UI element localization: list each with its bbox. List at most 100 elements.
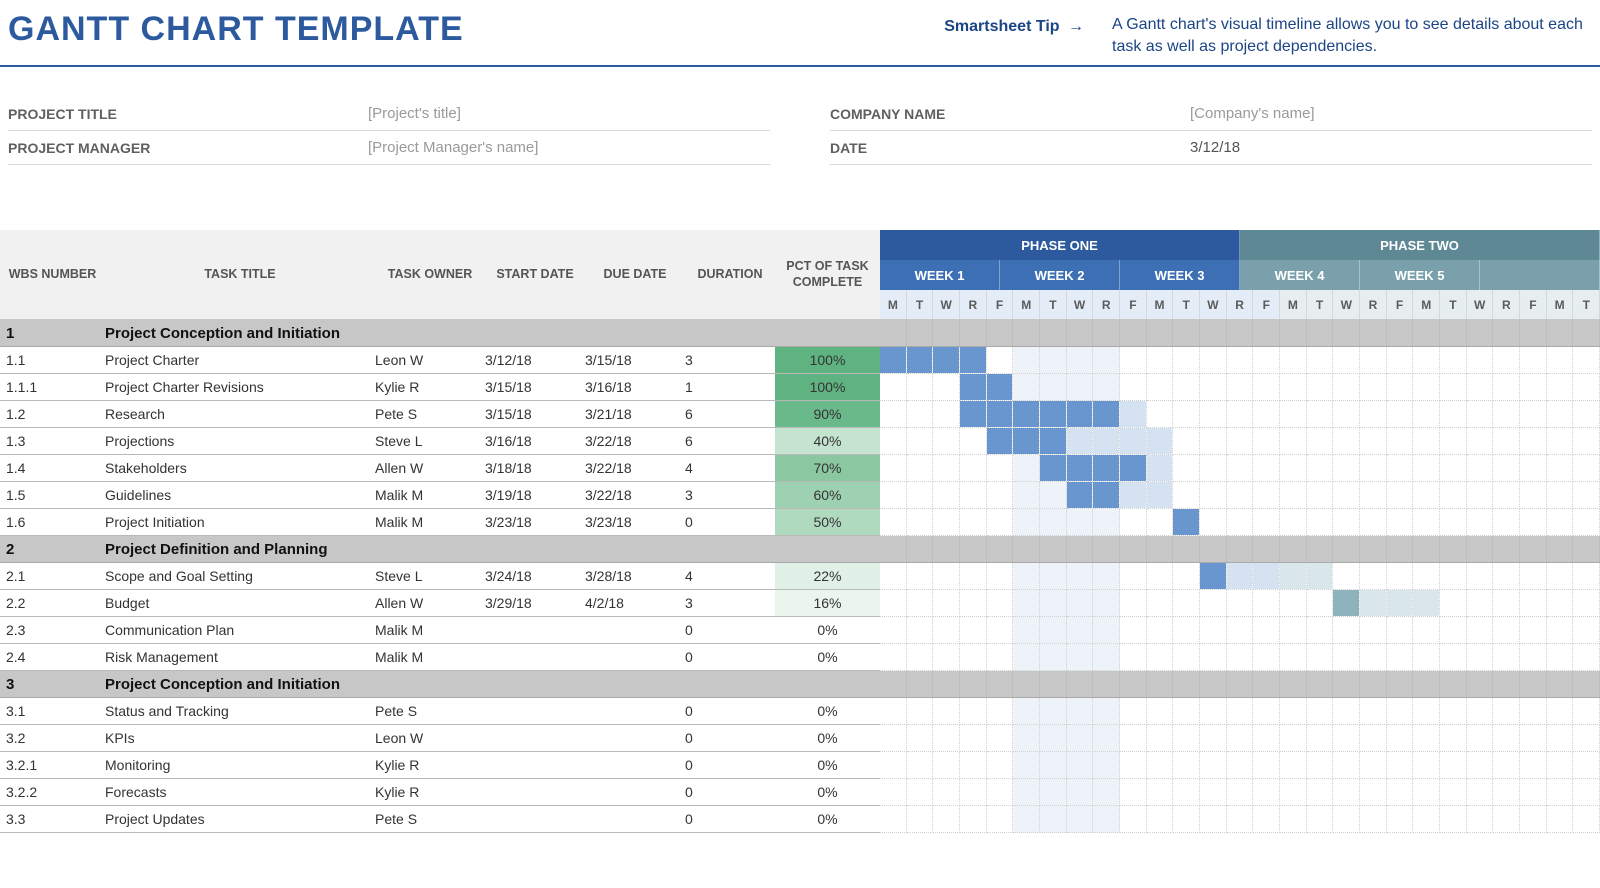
task-row[interactable]: 3.2KPIsLeon W00% bbox=[0, 725, 880, 752]
timeline-cell bbox=[907, 401, 934, 428]
timeline-cell bbox=[1467, 455, 1494, 482]
timeline-cell bbox=[1573, 671, 1600, 698]
timeline-cell bbox=[1200, 617, 1227, 644]
timeline-cell bbox=[1493, 806, 1520, 833]
timeline-cell bbox=[1333, 644, 1360, 671]
timeline-cell bbox=[960, 536, 987, 563]
task-row[interactable]: 3.1Status and TrackingPete S00% bbox=[0, 698, 880, 725]
wbs: 3.2 bbox=[0, 725, 105, 752]
timeline-cell bbox=[1360, 698, 1387, 725]
timeline-cell bbox=[1173, 725, 1200, 752]
meta-value[interactable]: [Project Manager's name] bbox=[368, 139, 538, 156]
timeline-cell bbox=[880, 644, 907, 671]
timeline-cell bbox=[1387, 671, 1414, 698]
duration: 0 bbox=[685, 779, 775, 806]
timeline-cell bbox=[880, 725, 907, 752]
task-title: Status and Tracking bbox=[105, 698, 375, 725]
task-row[interactable]: 1.3ProjectionsSteve L3/16/183/22/18640% bbox=[0, 428, 880, 455]
timeline-cell bbox=[1147, 482, 1174, 509]
task-row[interactable]: 1.6Project InitiationMalik M3/23/183/23/… bbox=[0, 509, 880, 536]
timeline-cell bbox=[1413, 590, 1440, 617]
timeline-cell bbox=[1253, 374, 1280, 401]
section-row[interactable]: 1Project Conception and Initiation bbox=[0, 320, 880, 347]
gantt-bar-segment bbox=[1333, 590, 1359, 616]
timeline-cell bbox=[1440, 509, 1467, 536]
task-row[interactable]: 1.2ResearchPete S3/15/183/21/18690% bbox=[0, 401, 880, 428]
timeline-cell bbox=[1387, 644, 1414, 671]
task-owner: Kylie R bbox=[375, 752, 485, 779]
gantt-bar-segment bbox=[1120, 455, 1146, 481]
timeline-cell bbox=[1173, 617, 1200, 644]
task-row[interactable]: 2.1Scope and Goal SettingSteve L3/24/183… bbox=[0, 563, 880, 590]
gantt-bar-segment bbox=[960, 347, 986, 373]
task-row[interactable]: 1.4StakeholdersAllen W3/18/183/22/18470% bbox=[0, 455, 880, 482]
timeline-cell bbox=[1227, 428, 1254, 455]
task-row[interactable]: 3.2.2ForecastsKylie R00% bbox=[0, 779, 880, 806]
col-header-wbs: WBS NUMBER bbox=[0, 230, 105, 319]
task-row[interactable]: 1.1.1Project Charter RevisionsKylie R3/1… bbox=[0, 374, 880, 401]
task-row[interactable]: 1.1Project CharterLeon W3/12/183/15/1831… bbox=[0, 347, 880, 374]
timeline-cell bbox=[1440, 644, 1467, 671]
timeline-cell bbox=[1200, 347, 1227, 374]
timeline-cell bbox=[1387, 374, 1414, 401]
gantt-bar-segment bbox=[1067, 482, 1093, 508]
timeline-cell bbox=[1307, 428, 1334, 455]
timeline-cell bbox=[987, 374, 1014, 401]
timeline-cell bbox=[1547, 617, 1574, 644]
timeline-cell bbox=[1307, 401, 1334, 428]
timeline-cell bbox=[933, 428, 960, 455]
timeline-cell bbox=[1467, 482, 1494, 509]
timeline-cell bbox=[1280, 563, 1307, 590]
timeline-cell bbox=[1440, 563, 1467, 590]
timeline-cell bbox=[1147, 779, 1174, 806]
timeline-cell bbox=[1120, 401, 1147, 428]
timeline-cell bbox=[880, 779, 907, 806]
timeline-cell bbox=[1333, 590, 1360, 617]
timeline-cell bbox=[1360, 374, 1387, 401]
timeline-cell bbox=[1493, 455, 1520, 482]
timeline-cell bbox=[1307, 725, 1334, 752]
smartsheet-tip-link[interactable]: Smartsheet Tip → bbox=[944, 10, 1084, 36]
meta-value[interactable]: 3/12/18 bbox=[1190, 139, 1240, 156]
timeline-cell bbox=[1360, 725, 1387, 752]
timeline-cell bbox=[1333, 482, 1360, 509]
project-metadata: PROJECT TITLE[Project's title]PROJECT MA… bbox=[0, 67, 1600, 175]
task-owner: Pete S bbox=[375, 698, 485, 725]
start-date bbox=[485, 752, 585, 779]
meta-value[interactable]: [Company's name] bbox=[1190, 105, 1315, 122]
timeline-cell bbox=[1413, 725, 1440, 752]
timeline-row bbox=[880, 563, 1600, 590]
timeline-cell bbox=[1013, 428, 1040, 455]
gantt-bar-segment bbox=[907, 347, 933, 373]
task-row[interactable]: 3.3Project UpdatesPete S00% bbox=[0, 806, 880, 833]
timeline-cell bbox=[1227, 617, 1254, 644]
section-row[interactable]: 2Project Definition and Planning bbox=[0, 536, 880, 563]
timeline-cell bbox=[1413, 644, 1440, 671]
timeline-cell bbox=[1333, 779, 1360, 806]
task-row[interactable]: 2.2BudgetAllen W3/29/184/2/18316% bbox=[0, 590, 880, 617]
timeline-cell bbox=[1173, 320, 1200, 347]
gantt-bar-segment bbox=[1093, 401, 1119, 427]
gantt-bar-segment bbox=[987, 428, 1013, 454]
task-owner: Pete S bbox=[375, 806, 485, 833]
timeline-cell bbox=[1413, 536, 1440, 563]
task-row[interactable]: 1.5GuidelinesMalik M3/19/183/22/18360% bbox=[0, 482, 880, 509]
timeline-cell bbox=[1440, 374, 1467, 401]
timeline-cell bbox=[1520, 509, 1547, 536]
timeline-cell bbox=[1147, 752, 1174, 779]
task-row[interactable]: 3.2.1MonitoringKylie R00% bbox=[0, 752, 880, 779]
timeline-cell bbox=[1200, 536, 1227, 563]
timeline-cell bbox=[1493, 752, 1520, 779]
timeline-cell bbox=[1227, 563, 1254, 590]
section-row[interactable]: 3Project Conception and Initiation bbox=[0, 671, 880, 698]
timeline-row bbox=[880, 347, 1600, 374]
wbs: 3.3 bbox=[0, 806, 105, 833]
duration: 6 bbox=[685, 428, 775, 455]
task-row[interactable]: 2.4Risk ManagementMalik M00% bbox=[0, 644, 880, 671]
task-row[interactable]: 2.3Communication PlanMalik M00% bbox=[0, 617, 880, 644]
gantt-bar-segment bbox=[1093, 428, 1119, 454]
timeline-cell bbox=[1467, 752, 1494, 779]
meta-value[interactable]: [Project's title] bbox=[368, 105, 461, 122]
duration: 3 bbox=[685, 590, 775, 617]
timeline-cell bbox=[1040, 509, 1067, 536]
